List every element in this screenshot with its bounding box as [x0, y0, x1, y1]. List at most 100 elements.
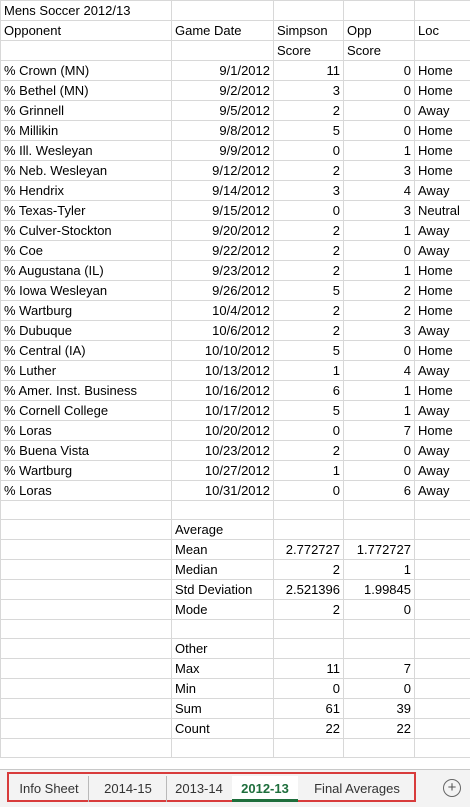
stat-label[interactable]: Min — [172, 679, 274, 699]
simpson-stat[interactable]: 2 — [274, 600, 344, 620]
cell[interactable] — [1, 41, 172, 61]
cell[interactable] — [415, 41, 470, 61]
location-cell[interactable]: Away — [415, 481, 470, 501]
cell[interactable] — [274, 501, 344, 520]
date-cell[interactable]: 10/20/2012 — [172, 421, 274, 441]
stat-label[interactable]: Sum — [172, 699, 274, 719]
opp-stat[interactable]: 39 — [344, 699, 415, 719]
opp-score-cell[interactable]: 6 — [344, 481, 415, 501]
sheet-tab-2013-14[interactable]: 2013-14 — [168, 776, 230, 802]
cell[interactable] — [172, 739, 274, 758]
simpson-score-cell[interactable]: 11 — [274, 61, 344, 81]
location-cell[interactable]: Away — [415, 361, 470, 381]
header-loc[interactable]: Loc — [415, 21, 470, 41]
opp-score-cell[interactable]: 0 — [344, 81, 415, 101]
header-opp-score[interactable]: Score — [344, 41, 415, 61]
opponent-cell[interactable]: % Augustana (IL) — [1, 261, 172, 281]
date-cell[interactable]: 9/22/2012 — [172, 241, 274, 261]
sheet-title[interactable]: Mens Soccer 2012/13 — [1, 1, 172, 21]
date-cell[interactable]: 9/5/2012 — [172, 101, 274, 121]
opp-score-cell[interactable]: 4 — [344, 181, 415, 201]
simpson-score-cell[interactable]: 5 — [274, 401, 344, 421]
cell[interactable] — [1, 560, 172, 580]
stat-label[interactable]: Mode — [172, 600, 274, 620]
opponent-cell[interactable]: % Crown (MN) — [1, 61, 172, 81]
opponent-cell[interactable]: % Amer. Inst. Business — [1, 381, 172, 401]
date-cell[interactable]: 9/15/2012 — [172, 201, 274, 221]
opp-stat[interactable]: 0 — [344, 679, 415, 699]
opp-score-cell[interactable]: 1 — [344, 141, 415, 161]
opp-score-cell[interactable]: 2 — [344, 301, 415, 321]
header-opp[interactable]: Opp — [344, 21, 415, 41]
location-cell[interactable]: Away — [415, 241, 470, 261]
opp-stat[interactable]: 1.99845 — [344, 580, 415, 600]
simpson-score-cell[interactable]: 2 — [274, 241, 344, 261]
cell[interactable] — [172, 41, 274, 61]
opponent-cell[interactable]: % Wartburg — [1, 461, 172, 481]
cell[interactable] — [274, 520, 344, 540]
cell[interactable] — [415, 659, 470, 679]
opponent-cell[interactable]: % Millikin — [1, 121, 172, 141]
location-cell[interactable]: Away — [415, 221, 470, 241]
simpson-score-cell[interactable]: 3 — [274, 181, 344, 201]
simpson-score-cell[interactable]: 1 — [274, 361, 344, 381]
cell[interactable] — [172, 501, 274, 520]
simpson-stat[interactable]: 2.772727 — [274, 540, 344, 560]
cell[interactable] — [1, 520, 172, 540]
header-simpson-score[interactable]: Score — [274, 41, 344, 61]
opp-stat[interactable]: 22 — [344, 719, 415, 739]
date-cell[interactable]: 10/31/2012 — [172, 481, 274, 501]
simpson-score-cell[interactable]: 3 — [274, 81, 344, 101]
simpson-score-cell[interactable]: 6 — [274, 381, 344, 401]
simpson-score-cell[interactable]: 1 — [274, 461, 344, 481]
cell[interactable] — [415, 600, 470, 620]
sheet-tab-2014-15[interactable]: 2014-15 — [90, 776, 167, 802]
simpson-stat[interactable]: 11 — [274, 659, 344, 679]
cell[interactable] — [172, 620, 274, 639]
location-cell[interactable]: Neutral — [415, 201, 470, 221]
cell[interactable] — [344, 620, 415, 639]
simpson-score-cell[interactable]: 2 — [274, 441, 344, 461]
simpson-score-cell[interactable]: 5 — [274, 281, 344, 301]
simpson-stat[interactable]: 0 — [274, 679, 344, 699]
opp-score-cell[interactable]: 0 — [344, 341, 415, 361]
opp-score-cell[interactable]: 0 — [344, 121, 415, 141]
simpson-score-cell[interactable]: 2 — [274, 101, 344, 121]
cell[interactable] — [415, 639, 470, 659]
simpson-score-cell[interactable]: 2 — [274, 301, 344, 321]
cell[interactable] — [415, 739, 470, 758]
cell[interactable] — [415, 620, 470, 639]
simpson-score-cell[interactable]: 0 — [274, 481, 344, 501]
opponent-cell[interactable]: % Dubuque — [1, 321, 172, 341]
location-cell[interactable]: Home — [415, 381, 470, 401]
date-cell[interactable]: 10/10/2012 — [172, 341, 274, 361]
simpson-stat[interactable]: 2 — [274, 560, 344, 580]
sheet-tab-info-sheet[interactable]: Info Sheet — [10, 776, 89, 802]
cell[interactable] — [415, 1, 470, 21]
simpson-stat[interactable]: 61 — [274, 699, 344, 719]
opponent-cell[interactable]: % Luther — [1, 361, 172, 381]
opponent-cell[interactable]: % Cornell College — [1, 401, 172, 421]
cell[interactable] — [415, 540, 470, 560]
location-cell[interactable]: Home — [415, 141, 470, 161]
date-cell[interactable]: 10/16/2012 — [172, 381, 274, 401]
opponent-cell[interactable]: % Buena Vista — [1, 441, 172, 461]
cell[interactable] — [1, 501, 172, 520]
location-cell[interactable]: Away — [415, 461, 470, 481]
cell[interactable] — [1, 639, 172, 659]
cell[interactable] — [1, 679, 172, 699]
opp-score-cell[interactable]: 1 — [344, 401, 415, 421]
opponent-cell[interactable]: % Loras — [1, 421, 172, 441]
opp-score-cell[interactable]: 1 — [344, 221, 415, 241]
date-cell[interactable]: 9/8/2012 — [172, 121, 274, 141]
location-cell[interactable]: Away — [415, 441, 470, 461]
add-sheet-button[interactable]: + — [443, 779, 461, 797]
sheet-tab-final-averages[interactable]: Final Averages — [302, 776, 412, 802]
location-cell[interactable]: Away — [415, 101, 470, 121]
opp-score-cell[interactable]: 2 — [344, 281, 415, 301]
opponent-cell[interactable]: % Grinnell — [1, 101, 172, 121]
cell[interactable] — [344, 739, 415, 758]
opp-score-cell[interactable]: 1 — [344, 261, 415, 281]
date-cell[interactable]: 10/27/2012 — [172, 461, 274, 481]
opp-score-cell[interactable]: 7 — [344, 421, 415, 441]
